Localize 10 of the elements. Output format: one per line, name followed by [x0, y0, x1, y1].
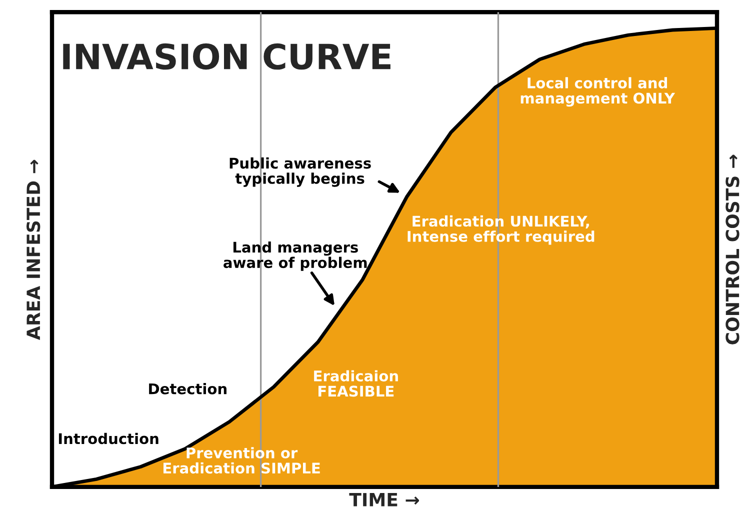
- y2-axis-title: CONTROL COSTS →: [726, 154, 740, 344]
- annotation: Eradicaion FEASIBLE: [314, 370, 398, 397]
- x-axis-title: TIME →: [349, 493, 419, 506]
- annotation: Local control and management ONLY: [520, 77, 676, 107]
- annotation: Public awareness typically begins: [230, 157, 371, 187]
- y-axis-title: AREA INFESTED →: [26, 160, 40, 340]
- annotation: Detection: [149, 383, 226, 394]
- annotation: Introduction: [58, 432, 158, 444]
- chart-title: INVASION CURVE: [63, 43, 390, 70]
- annotation: Land managers aware of problem: [224, 241, 367, 271]
